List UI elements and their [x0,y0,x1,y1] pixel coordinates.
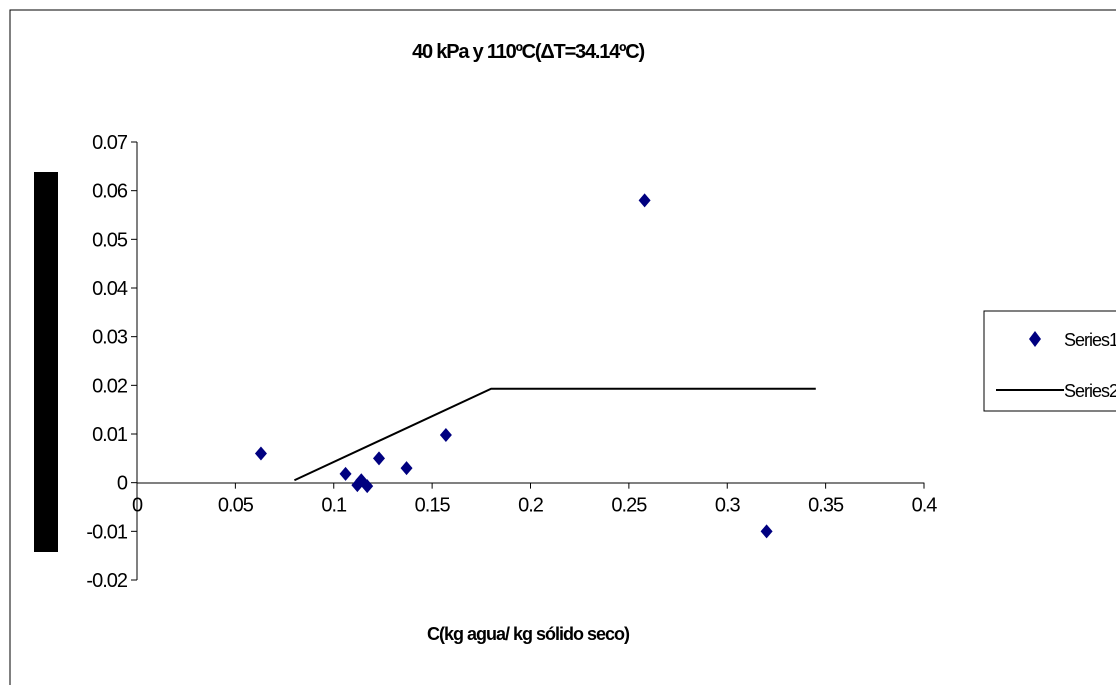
series1-point [339,466,352,481]
y-axis-label-redaction-bar [34,172,58,552]
series1-point [400,461,413,476]
legend-marker-series1 [1029,331,1041,347]
legend-label-series2: Series2 [1064,381,1116,401]
series1-point [361,479,374,494]
series1-point [638,193,651,208]
y-tick-label: 0.06 [92,181,128,203]
y-tick-label: 0.03 [92,327,128,349]
plot-area: 0.070.060.050.040.030.020.010-0.01-0.02 … [86,132,938,592]
x-axis-label: C(kg agua/ kg sólido seco) [427,624,630,644]
series1-point [254,446,267,461]
y-tick-label: -0.02 [86,570,127,592]
series-layer [254,193,816,539]
x-tick-label: 0.2 [518,495,544,517]
series1-point [373,451,386,466]
series2-line [293,387,816,482]
x-axis: 0 0.05 0.1 0.15 0.2 0.25 0.3 0.35 0.4 [132,482,938,517]
y-tick-label: 0.01 [92,424,128,446]
y-tick-label: -0.01 [86,521,127,543]
x-tick-label: 0.3 [715,495,741,517]
y-tick-label: 0.07 [92,132,128,154]
y-tick-label: 0.02 [92,375,128,397]
x-tick-label: 0.1 [321,495,347,517]
x-tick-label: 0.4 [912,495,938,517]
legend-box [983,310,1116,412]
x-tick-label: 0.15 [415,495,451,517]
chart-border [9,9,1116,685]
x-tick-label: 0.05 [218,495,254,517]
x-tick-label: 0 [132,495,143,517]
series1-point [439,427,452,442]
legend: Series1 Series2 [983,310,1116,412]
y-axis: 0.07 0.06 0.05 0.04 0.03 0.02 0.01 0 -0.01 -0.02 [86,132,137,592]
y-tick-label: 0 [117,473,128,495]
chart-title: 40 kPa y 110ºC(ΔT=34.14ºC) [412,41,644,63]
series1-point [760,524,773,539]
y-tick-label: 0.04 [92,278,128,300]
y-tick-label: 0.05 [92,229,128,251]
x-tick-label: 0.35 [808,495,844,517]
x-tick-label: 0.25 [611,495,647,517]
legend-label-series1: Series1 [1064,330,1116,350]
